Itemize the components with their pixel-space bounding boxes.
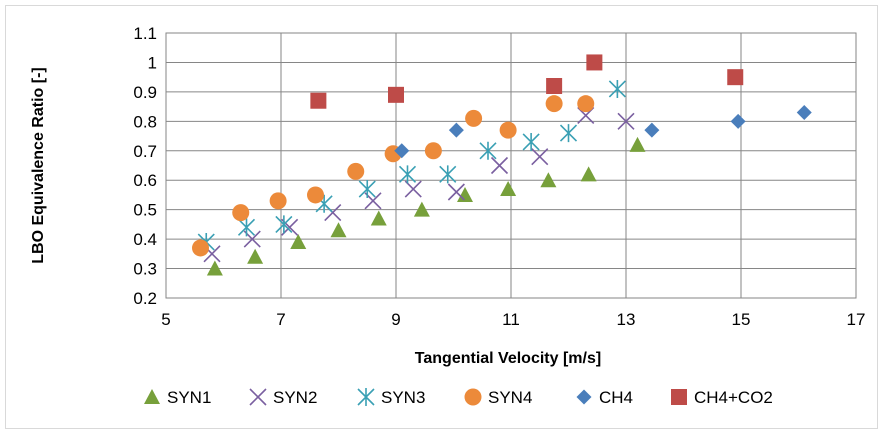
legend-marker — [576, 389, 592, 405]
y-tick-label: 0.2 — [133, 289, 157, 308]
x-tick-label: 9 — [391, 310, 400, 329]
data-point-syn1 — [540, 172, 557, 188]
data-point-syn2 — [490, 156, 509, 175]
series-ch4-co2 — [310, 54, 744, 109]
x-tick-label: 15 — [732, 310, 751, 329]
data-point-syn1 — [330, 222, 347, 238]
legend-marker — [464, 388, 482, 406]
legend-label: SYN4 — [488, 388, 532, 407]
data-point-ch4-co2 — [388, 86, 404, 103]
legend-label: SYN1 — [167, 388, 211, 407]
data-point-syn4 — [269, 192, 287, 210]
data-point-syn1 — [500, 181, 517, 197]
data-point-ch4-co2 — [586, 54, 603, 71]
gridlines — [165, 32, 857, 299]
y-tick-label: 0.3 — [133, 260, 157, 279]
data-markers — [192, 54, 812, 276]
legend-label: CH4+CO2 — [694, 388, 773, 407]
data-point-syn2 — [447, 183, 465, 201]
data-point-syn2 — [531, 148, 549, 166]
y-tick-label: 0.4 — [133, 230, 157, 249]
data-point-ch4-co2 — [310, 92, 327, 109]
data-point-ch4 — [448, 122, 464, 138]
data-point-syn4 — [577, 95, 595, 113]
data-point-ch4 — [644, 122, 660, 138]
data-point-syn3 — [522, 132, 540, 151]
y-tick-label: 1 — [148, 53, 157, 72]
data-point-syn1 — [370, 210, 387, 226]
x-tick-label: 11 — [502, 310, 520, 329]
data-point-syn1 — [413, 201, 430, 217]
legend-item: SYN2 — [249, 388, 317, 407]
legend: SYN1 SYN2 SYN3 SYN4 CH4 CH4+CO2 — [144, 388, 773, 407]
data-point-syn1 — [206, 260, 223, 276]
data-point-ch4-co2 — [546, 78, 563, 94]
data-point-syn4 — [465, 109, 483, 127]
x-tick-label: 5 — [161, 310, 170, 329]
y-tick-label: 0.5 — [133, 201, 157, 220]
legend-marker — [357, 388, 375, 406]
data-point-syn1 — [247, 248, 264, 264]
y-tick-label: 1.1 — [133, 24, 157, 43]
legend-marker — [144, 389, 160, 404]
y-tick-label: 0.8 — [133, 112, 157, 131]
legend-label: SYN3 — [381, 388, 425, 407]
x-tick-label: 7 — [276, 310, 285, 329]
data-point-syn4 — [424, 142, 442, 160]
x-axis-title: Tangential Velocity [m/s] — [415, 350, 601, 367]
data-point-syn4 — [232, 204, 250, 222]
data-point-syn1 — [580, 166, 597, 182]
data-point-ch4 — [394, 143, 410, 159]
data-point-ch4 — [796, 105, 812, 120]
y-tick-label: 0.7 — [133, 142, 157, 161]
series-ch4 — [394, 105, 812, 159]
series-syn1 — [206, 136, 646, 276]
chart-svg: 0.2 0.3 0.4 0.5 0.6 0.7 0.8 0.9 1 1.1 5 7 9 11 13 15 17… — [30, 24, 865, 407]
legend-label: SYN2 — [273, 388, 317, 407]
y-tick-label: 0.6 — [133, 171, 157, 190]
data-point-syn3 — [439, 165, 457, 184]
legend-item: SYN3 — [357, 388, 425, 407]
data-point-syn3 — [275, 215, 293, 234]
data-point-syn2 — [404, 180, 422, 198]
legend-item: SYN4 — [464, 388, 532, 407]
plot-area — [165, 32, 857, 299]
x-tick-label: 13 — [617, 310, 636, 329]
data-point-syn4 — [307, 186, 324, 204]
legend-marker — [671, 389, 687, 405]
legend-marker — [249, 388, 267, 406]
data-point-ch4 — [730, 113, 746, 129]
data-point-syn3 — [479, 141, 497, 160]
data-point-syn2 — [617, 112, 635, 130]
data-point-syn4 — [499, 121, 517, 139]
legend-item: SYN1 — [144, 388, 211, 407]
data-point-syn3 — [398, 165, 417, 184]
legend-label: CH4 — [599, 388, 633, 407]
y-axis-title: LBO Equivalence Ratio [-] — [30, 67, 47, 263]
data-point-syn3 — [237, 218, 256, 237]
data-point-syn4 — [192, 239, 209, 257]
y-axis-tick-labels: 0.2 0.3 0.4 0.5 0.6 0.7 0.8 0.9 1 1.1 — [133, 24, 157, 308]
legend-item: CH4+CO2 — [671, 388, 773, 407]
data-point-syn3 — [559, 124, 578, 143]
series-syn3 — [197, 79, 626, 252]
data-point-syn4 — [545, 95, 563, 113]
data-point-syn4 — [347, 162, 365, 180]
data-point-syn1 — [629, 136, 646, 152]
data-point-syn3 — [608, 79, 626, 98]
legend-item: CH4 — [576, 388, 633, 407]
data-point-syn3 — [358, 180, 376, 199]
data-point-ch4-co2 — [727, 69, 744, 86]
x-axis-tick-labels: 5 7 9 11 13 15 17 — [161, 310, 865, 329]
data-point-syn1 — [457, 186, 473, 202]
chart-frame: 0.2 0.3 0.4 0.5 0.6 0.7 0.8 0.9 1 1.1 5 7 9 11 13 15 17… — [5, 5, 878, 429]
x-tick-label: 17 — [847, 310, 866, 329]
y-tick-label: 0.9 — [133, 83, 157, 102]
data-point-syn1 — [290, 234, 307, 250]
